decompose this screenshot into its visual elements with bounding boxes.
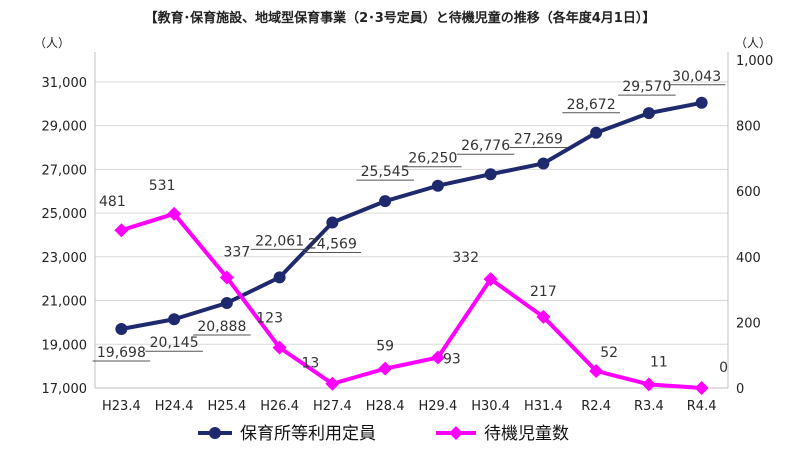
legend-label: 待機児童数 [484,424,569,444]
x-tick-label: H24.4 [155,399,194,414]
right-axis-ticks: 0 200 400 600 800 1,000 [736,54,773,397]
waiting-data-label: 52 [600,345,618,361]
waiting-point [167,206,182,221]
capacity-point [115,323,128,336]
capacity-point [537,157,550,170]
waiting-point [272,340,287,355]
capacity-point [168,313,181,326]
x-tick-label: H23.4 [102,399,141,414]
waiting-point [378,361,393,376]
waiting-point [641,377,656,392]
legend: 保育所等利用定員 待機児童数 [198,424,569,444]
x-tick-label: R4.4 [687,399,717,414]
series-lines [114,96,709,395]
waiting-point [219,270,234,285]
waiting-point [325,376,340,391]
right-tick-label: 800 [736,120,761,135]
capacity-point [642,107,655,120]
x-tick-label: H31.4 [524,399,563,414]
capacity-point [431,179,444,192]
legend-marker-circle [209,427,221,439]
waiting-data-label: 13 [301,356,319,372]
capacity-data-label: 26,250 [408,151,457,167]
waiting-data-label: 217 [530,284,557,300]
capacity-point [379,195,392,208]
capacity-data-label: 22,061 [255,233,304,249]
left-tick-label: 31,000 [42,76,88,91]
series-line-waiting [120,211,702,390]
right-tick-label: 200 [736,316,761,331]
capacity-data-label: 26,776 [461,138,510,154]
right-tick-label: 0 [736,382,744,397]
chart-title: 【教育･保育施設、地域型保育事業（2･3号定員）と待機児童の推移（各年度4月1日… [145,10,656,26]
waiting-point [430,350,445,365]
capacity-data-label: 19,698 [97,345,146,361]
capacity-point [695,96,708,109]
left-tick-label: 21,000 [42,295,88,310]
capacity-data-label: 20,888 [197,319,246,335]
left-tick-label: 27,000 [42,163,88,178]
waiting-data-label: 531 [149,178,176,194]
x-tick-label: H29.4 [419,399,458,414]
right-tick-label: 400 [736,251,761,266]
x-axis-ticks: H23.4 H24.4 H25.4 H26.4 H27.4 H28.4 H29.4 H30.4… [102,399,716,414]
waiting-data-label: 0 [719,360,728,376]
left-tick-label: 19,000 [42,338,88,353]
left-tick-label: 23,000 [42,251,88,266]
right-tick-label: 1,000 [736,54,773,69]
x-tick-label: R3.4 [634,399,664,414]
capacity-data-label: 24,569 [308,236,357,252]
right-axis-unit: （人） [735,36,771,50]
x-tick-label: H28.4 [366,399,405,414]
waiting-data-label: 337 [224,244,251,260]
left-tick-label: 25,000 [42,207,88,222]
x-tick-label: H26.4 [260,399,299,414]
x-tick-label: R2.4 [581,399,611,414]
legend-marker-diamond [449,426,463,440]
waiting-data-label: 93 [443,351,461,367]
capacity-point [273,271,286,284]
capacity-point [326,216,339,229]
left-tick-label: 17,000 [42,382,88,397]
waiting-data-label: 332 [452,250,479,266]
waiting-point [536,309,551,324]
left-axis-unit: （人） [34,36,70,50]
capacity-data-label: 20,145 [150,335,199,351]
waiting-point [694,381,709,395]
waiting-data-label: 481 [99,194,126,210]
left-axis-ticks: 17,000 19,000 21,000 23,000 25,000 27,000 29,0… [42,76,88,397]
capacity-point [220,296,233,309]
series-line-capacity [121,100,703,331]
capacity-point [590,126,603,139]
capacity-data-label: 25,545 [361,164,410,180]
capacity-data-label: 27,269 [514,131,563,147]
waiting-point [114,223,129,238]
capacity-data-label: 28,672 [567,97,616,113]
capacity-data-label: 29,570 [622,79,671,95]
right-tick-label: 600 [736,185,761,200]
gridlines [94,52,729,389]
capacity-point [484,168,497,181]
x-tick-label: H27.4 [313,399,352,414]
left-tick-label: 29,000 [42,120,88,135]
legend-label: 保育所等利用定員 [240,424,376,444]
waiting-data-label: 11 [650,354,668,370]
waiting-data-label: 123 [256,311,283,327]
x-tick-label: H25.4 [208,399,247,414]
waiting-point [483,272,498,287]
waiting-point [589,363,604,378]
waiting-data-label: 59 [376,339,394,355]
x-tick-label: H30.4 [471,399,510,414]
capacity-data-label: 30,043 [672,69,721,85]
